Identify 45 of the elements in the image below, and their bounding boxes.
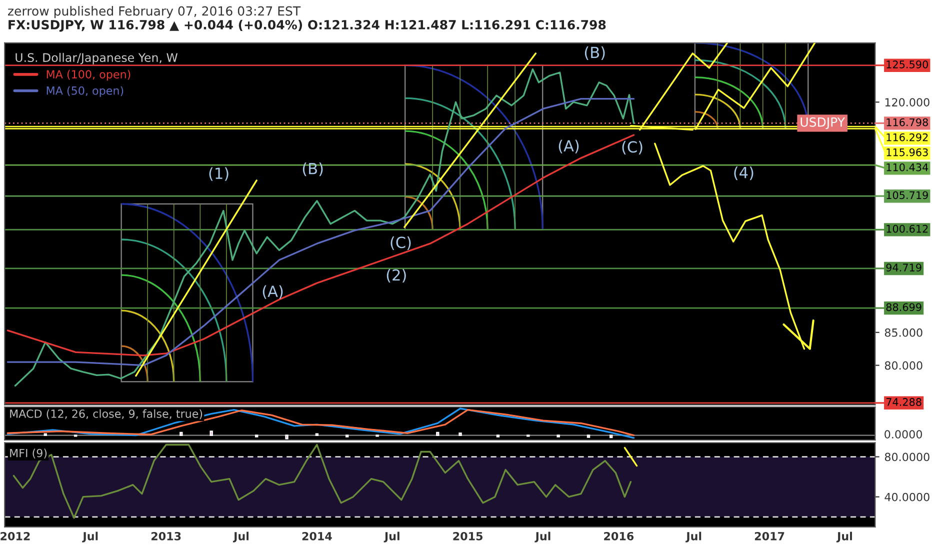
legend-label: MA (100, open) (46, 70, 130, 81)
x-tick-label: 2015 (453, 532, 482, 540)
annotation: (1) (209, 167, 228, 181)
ref-line-label: 115.963 (886, 148, 928, 156)
chart-title: FX:USDJPY, W 116.798 ▲ +0.044 (+0.04%) O:121.324 H:121.487 L:116.291 C:116.798 (8, 20, 606, 32)
text: 0.0000 (884, 430, 922, 439)
annotation: (C) (390, 236, 411, 250)
annotation: (A) (558, 140, 579, 154)
x-tick-label: 2016 (604, 532, 634, 540)
x-tick-label: Jul (836, 532, 852, 542)
y-tick-label: 80.000 (884, 361, 922, 370)
annotation: (A) (262, 285, 283, 299)
ref-line-label: 110.434 (886, 163, 928, 172)
annotation: (B) (584, 46, 605, 60)
x-tick-label: Jul (82, 532, 98, 542)
annotation: (C) (622, 140, 642, 154)
ref-line-label: 88.699 (886, 303, 922, 312)
x-tick-label: Jul (384, 532, 400, 542)
x-tick-label: 2017 (754, 532, 784, 540)
ref-line-label: 94.719 (886, 264, 922, 272)
y-tick-label: 40.0000 (884, 492, 930, 502)
x-tick-label: Jul (686, 532, 702, 542)
x-tick-label: 2013 (152, 532, 181, 540)
annotation: (4) (734, 166, 754, 180)
annotation: USDJPY (800, 117, 845, 130)
y-tick-label: 80.0000 (884, 452, 930, 462)
x-tick-label: 2014 (302, 532, 332, 540)
ref-line-label: 105.719 (886, 191, 928, 200)
ref-line-label: 116.798 (886, 118, 928, 126)
text: zerrow published February 07, 2016 03:27 EST (8, 6, 301, 18)
y-tick-label: 120.000 (885, 98, 930, 106)
x-tick-label: Jul (232, 532, 249, 542)
y-tick-label: 85.000 (884, 328, 922, 337)
ref-line-label: 74.288 (886, 398, 922, 406)
chart-title: MFI (9) (10, 448, 47, 459)
annotation: (B) (302, 162, 323, 176)
ref-line-label: 125.590 (886, 60, 928, 68)
x-tick-label: Jul (534, 532, 550, 542)
legend-title: U.S. Dollar/Japanese Yen, W (16, 52, 178, 64)
annotation: (2) (386, 268, 406, 283)
legend-label: 116.292 (886, 133, 928, 142)
x-tick-label: 2012 (0, 532, 30, 540)
ref-line-label: 100.612 (886, 224, 928, 233)
chart-title: MACD (12, 26, close, 9, false, true) (10, 409, 202, 420)
legend-label: MA (50, open) (46, 86, 124, 97)
